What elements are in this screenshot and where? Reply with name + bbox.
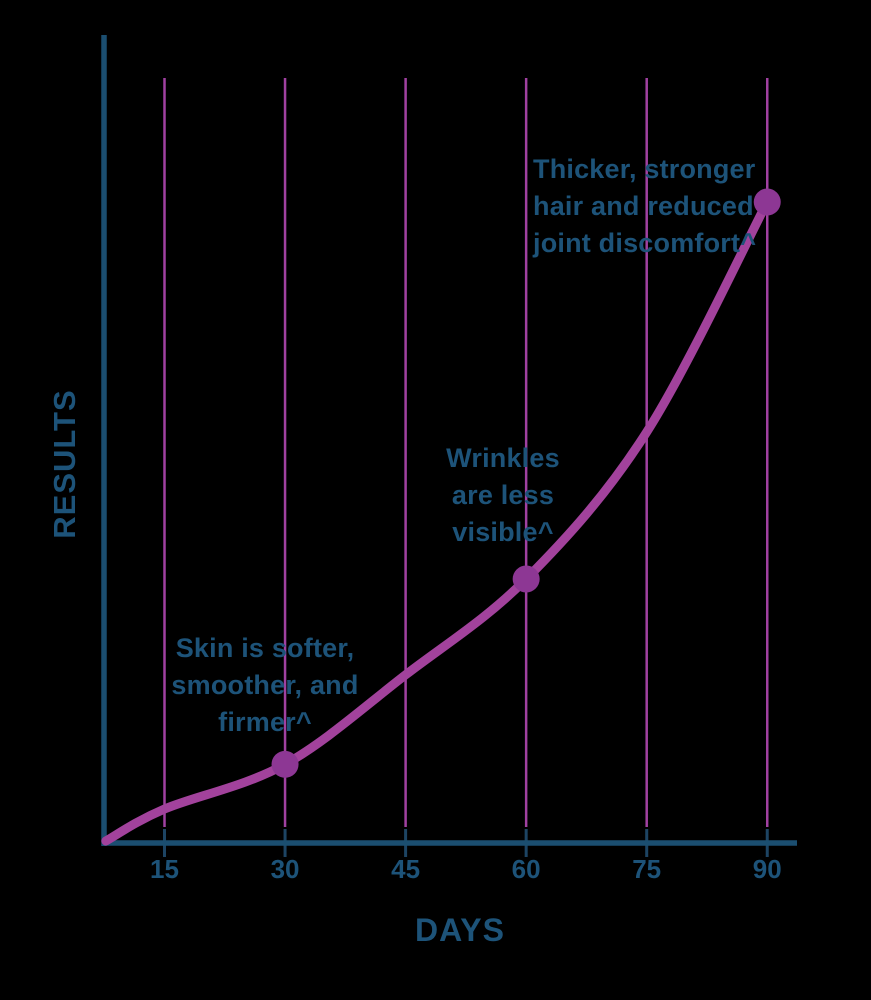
results-curve bbox=[101, 197, 772, 846]
milestone-dot-day-90 bbox=[753, 188, 781, 216]
annotation-wrinkles-less-visible: Wrinkles are less visible^ bbox=[446, 443, 560, 547]
annotation-skin-softer: Skin is softer, smoother, and firmer^ bbox=[171, 633, 359, 737]
x-tick-label-15: 15 bbox=[150, 854, 179, 884]
annotation-thicker-stronger-hair: Thicker, stronger hair and reduced joint… bbox=[533, 154, 757, 258]
x-tick-label-90: 90 bbox=[752, 854, 782, 884]
x-tick-label-30: 30 bbox=[270, 854, 300, 884]
x-tick-label-75: 75 bbox=[632, 854, 662, 884]
y-axis-title: RESULTS bbox=[47, 389, 82, 539]
milestone-dot-day-30 bbox=[271, 750, 299, 778]
milestone-dot-day-60 bbox=[512, 565, 540, 593]
x-axis-title: DAYS bbox=[415, 912, 505, 948]
x-tick-label-60: 60 bbox=[511, 854, 541, 884]
x-tick-label-45: 45 bbox=[391, 854, 421, 884]
